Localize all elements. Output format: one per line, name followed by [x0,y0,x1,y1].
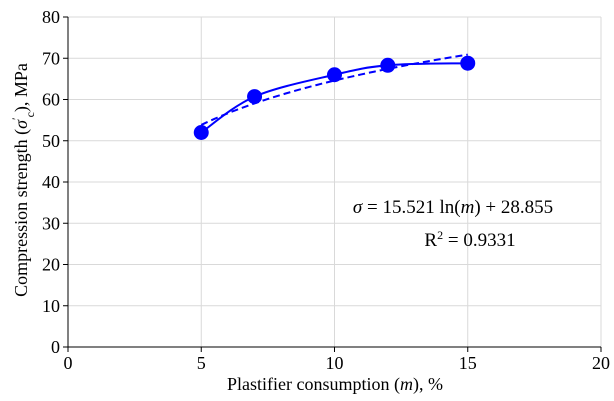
x-axis-title: Plastifier consumption (m), % [227,374,443,395]
y-tick-label: 10 [42,296,60,316]
y-tick-label: 80 [42,7,60,27]
y-tick-label: 20 [42,255,60,275]
data-series [193,55,476,140]
grid-lines [68,16,602,347]
tick-labels: 0 5 10 15 20 0 10 20 30 40 50 60 70 80 [42,7,610,373]
x-tick-label: 15 [459,353,477,373]
y-axis-title: Compression strength (σ′c), MPa [9,63,37,297]
y-tick-label: 0 [51,337,60,357]
y-tick-label: 30 [42,213,60,233]
x-tick-label: 0 [64,353,73,373]
data-point [460,55,476,71]
x-tick-label: 5 [197,353,206,373]
trendline-path [200,53,468,126]
x-tick-label: 20 [592,353,610,373]
y-tick-label: 60 [42,90,60,110]
y-tick-label: 40 [42,172,60,192]
data-point [327,67,342,83]
data-point [380,57,396,73]
trendline [200,53,468,126]
data-point [247,89,263,105]
data-point [193,125,209,140]
r-squared: R2 = 0.9331 [424,228,515,251]
axes [63,16,602,352]
y-tick-label: 70 [42,48,60,68]
x-tick-label: 10 [326,353,344,373]
y-tick-label: 50 [42,131,60,151]
trend-equation: σ = 15.521 ln(m) + 28.855 [353,197,553,218]
